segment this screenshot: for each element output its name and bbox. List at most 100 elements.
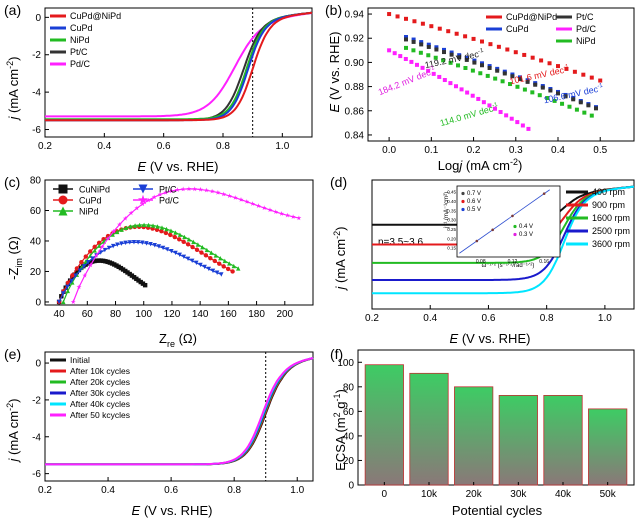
panel-f-y-tick-label: 60	[343, 407, 355, 418]
panel-b-point-NiPd	[574, 107, 579, 112]
panel-c-point-CuNiPd	[120, 267, 126, 272]
panel-a-x-tick-label: 1.0	[275, 141, 289, 152]
panel-c-point-Pd/C	[174, 187, 180, 192]
panel-c-legend-CuNiPd-marker	[58, 184, 68, 194]
panel-c-point-CuNiPd	[116, 264, 121, 270]
panel-b-x-tick-label: 0.4	[551, 145, 565, 156]
panel-e-frame	[44, 351, 314, 482]
panel-b-y-tick-label: 0.94	[345, 10, 365, 21]
panel-c-point-NiPd	[200, 244, 205, 250]
panel-b-legend-CuPd-label: CuPd	[506, 24, 529, 34]
panel-c-point-NiPd	[222, 258, 227, 264]
panel-b-point-NiPd	[552, 98, 557, 103]
panel-e-x-tick-label: 1.0	[290, 485, 304, 496]
panel-c-point-Pt/C	[102, 247, 108, 253]
panel-d-inset-xtick: 0.08	[476, 259, 486, 265]
panel-c-point-Pt/C	[214, 270, 220, 275]
panel-d-x-tick-label: 0.6	[481, 313, 495, 324]
panel-c-point-Pd/C	[203, 187, 209, 193]
panel-d-inset-ytick: 0.35	[447, 208, 456, 213]
panel-c-point-Pd/C	[238, 197, 244, 202]
panel-b-point-CuPd	[449, 50, 454, 55]
panel-c-x-tick-label: 40	[54, 309, 66, 320]
panel-b-point-NiPd	[426, 53, 431, 58]
panel-b-point-CuPd	[457, 53, 462, 58]
panel-c-point-Pd/C	[290, 214, 296, 219]
panel-c-point-NiPd	[182, 234, 187, 240]
panel-e-legend-After 50 kcycles-label: After 50 kcycles	[70, 410, 130, 420]
panel-b-point-CuPd	[419, 40, 424, 45]
panel-c-point-CuNiPd	[127, 271, 132, 277]
panel-c-point-Pt/C	[86, 260, 91, 265]
panel-e-y-tick-label: -2	[32, 395, 41, 406]
panel-c-point-Pt/C	[190, 258, 195, 264]
panel-b-point-Pt/C	[411, 39, 416, 44]
panel-b-point-CuPd	[411, 37, 416, 42]
panel-c-series-Pd/C	[72, 188, 300, 303]
panel-e-letter: (e)	[4, 346, 21, 362]
panel-b-y-tick-label: 0.92	[345, 34, 365, 45]
panel-b-point-CuPd@NiPd	[488, 42, 493, 47]
panel-a-legend-NiPd-label: NiPd	[70, 35, 90, 45]
panel-c-point-Pt/C	[106, 245, 112, 251]
panel-c-point-CuPd	[203, 253, 209, 258]
panel-c-point-CuPd	[88, 249, 93, 254]
panel-c-point-CuNiPd	[105, 259, 110, 265]
panel-c-point-Pt/C	[210, 268, 216, 274]
panel-b-point-Pd/C	[493, 106, 498, 111]
panel-c-point-Pd/C	[140, 201, 146, 207]
panel-c-point-Pt/C	[73, 273, 78, 278]
panel-c-point-Pd/C	[198, 186, 203, 192]
panel-c-x-tick-label: 180	[248, 309, 265, 320]
panel-b-point-Pt/C	[404, 37, 408, 42]
panel-c-point-CuPd	[190, 244, 195, 250]
panel-c-point-NiPd	[159, 225, 165, 230]
panel-c-point-NiPd	[209, 250, 214, 255]
panel-c-point-Pd/C	[255, 203, 261, 208]
panel-c-point-NiPd	[173, 230, 178, 235]
panel-c-point-NiPd	[70, 280, 75, 285]
panel-c-point-Pd/C	[209, 188, 215, 194]
panel-b-point-CuPd	[426, 42, 431, 47]
panel-c-point-Pd/C	[163, 189, 169, 195]
panel-c-point-Pd/C	[232, 195, 238, 200]
panel-c-point-Pd/C	[105, 236, 111, 241]
panel-b-point-Pd/C	[448, 81, 453, 86]
panel-c-point-Pt/C	[160, 245, 166, 251]
panel-b-point-Pd/C	[420, 65, 425, 70]
panel-c-point-NiPd	[155, 224, 160, 229]
panel-d-letter: (d)	[330, 174, 347, 190]
panel-b-point-Pd/C	[387, 48, 392, 53]
panel-c-point-Pd/C	[273, 209, 279, 214]
panel-c-point-NiPd	[65, 288, 71, 294]
panel-f-y-tick-label: 80	[343, 382, 355, 393]
panel-d-inset-legend-marker	[513, 224, 517, 229]
panel-c-point-CuNiPd	[112, 262, 117, 267]
panel-c-point-CuNiPd	[87, 260, 93, 265]
panel-b-point-Pd/C	[426, 68, 431, 73]
panel-a-y-tick-label: -2	[32, 50, 41, 61]
panel-b-point-CuPd@NiPd	[471, 36, 476, 41]
panel-e-x-tick-label: 0.2	[38, 485, 52, 496]
panel-d-inset-legend-label: 0.6 V	[467, 199, 481, 205]
panel-c-point-CuPd	[96, 240, 102, 245]
panel-b-point-Pd/C	[520, 123, 525, 128]
panel-b-point-CuPd@NiPd	[387, 12, 392, 17]
panel-d-inset-legend-marker	[461, 199, 465, 204]
panel-d-inset-legend-label: 0.7 V	[467, 191, 481, 197]
panel-c-legend-CuPd-marker	[58, 195, 68, 205]
panel-e-legend-After 40k cycles-label: After 40k cycles	[70, 399, 130, 409]
panel-d-inset-ytick: 0.15	[447, 246, 456, 251]
panel-b-point-CuPd@NiPd	[513, 50, 518, 55]
panel-c-legend-CuNiPd-label: CuNiPd	[79, 185, 110, 195]
panel-c-point-CuPd	[221, 264, 226, 269]
panel-f-letter: (f)	[330, 346, 343, 362]
panel-c-point-CuPd	[208, 255, 213, 261]
panel-c-point-Pd/C	[284, 212, 290, 218]
panel-f-bar-0	[364, 364, 404, 486]
panel-c-point-Pt/C	[185, 256, 191, 261]
panel-b-point-CuPd@NiPd	[429, 24, 434, 29]
panel-c-point-Pt/C	[165, 247, 170, 252]
panel-c-xlabel: Zre (Ω)	[159, 331, 197, 349]
